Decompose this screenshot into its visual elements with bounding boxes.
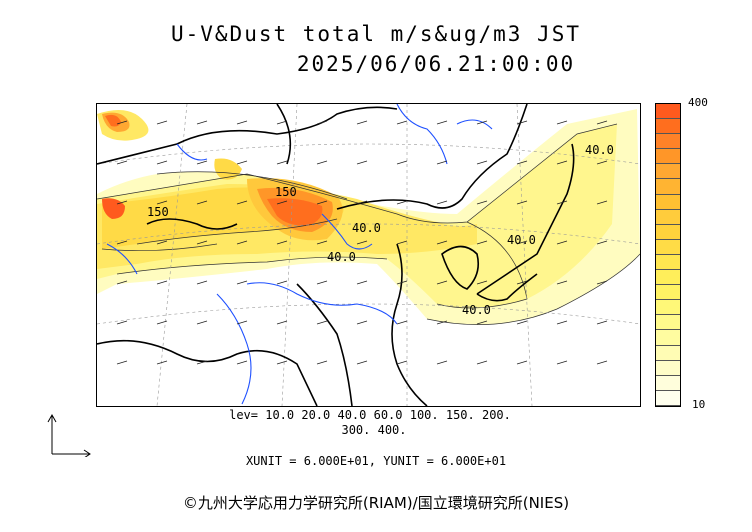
colorbar-swatch [656,315,680,331]
colorbar-swatch [656,164,680,180]
contour-label: 150 [147,205,169,219]
contour-label: 40.0 [585,143,614,157]
map-title: U-V&Dust total m/s&ug/m3 JST [170,22,581,46]
graticule [97,104,640,406]
colorbar-swatch [656,194,680,210]
colorbar-swatch [656,375,680,391]
contour-label: 40.0 [327,250,356,264]
contour-label: 40.0 [507,233,536,247]
contour-levels-cont: 300. 400. [341,423,407,437]
vector-units: XUNIT = 6.000E+01, YUNIT = 6.000E+01 [245,454,507,468]
rivers [106,104,493,405]
contour-label: 40.0 [352,221,381,235]
colorbar-swatch [656,270,680,286]
reference-vector-icon [47,413,91,457]
wind-arrows [116,120,608,365]
colorbar-swatch [656,179,680,195]
colorbar-swatch [656,345,680,361]
colorbar-swatch [656,300,680,316]
colorbar-swatch [656,254,680,271]
colorbar-swatch [656,119,680,135]
copyright-notice: ©九州大学応用力学研究所(RIAM)/国立環境研究所(NIES) [182,494,570,512]
colorbar-max-label: 400 [688,96,708,109]
colorbar-swatch [656,224,680,240]
colorbar-swatch [656,239,680,255]
colorbar-swatch [656,104,680,120]
colorbar-swatch [656,149,680,165]
contour-levels: lev= 10.0 20.0 40.0 60.0 100. 150. 200. [229,408,511,422]
colorbar-min-label: 10 [692,398,706,411]
colorbar-swatch [656,134,680,150]
dust-field [97,109,640,325]
contour-label: 40.0 [462,303,491,317]
dust-map: 150 150 40.0 40.0 40.0 40.0 40.0 [96,103,641,407]
colorbar-swatch [656,390,680,406]
colorbar-swatch [656,285,680,301]
map-timestamp: 2025/06/06.21:00:00 [296,52,576,76]
colorbar-swatch [656,209,680,225]
colorbar [655,103,681,407]
colorbar-swatch [656,330,680,346]
colorbar-swatch [656,360,680,376]
contour-label: 150 [275,185,297,199]
dust-contours [97,123,640,325]
